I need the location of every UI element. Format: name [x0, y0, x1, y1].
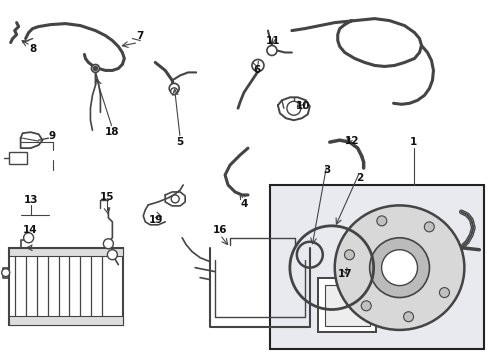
- Text: 5: 5: [176, 137, 184, 147]
- Text: 6: 6: [253, 66, 261, 76]
- Text: 3: 3: [323, 165, 330, 175]
- Circle shape: [267, 45, 277, 55]
- Text: 9: 9: [49, 131, 56, 141]
- Circle shape: [252, 59, 264, 71]
- Text: 15: 15: [100, 192, 115, 202]
- Text: 7: 7: [137, 31, 144, 41]
- Bar: [318, 278, 376, 332]
- Text: 13: 13: [24, 195, 38, 205]
- Circle shape: [171, 195, 179, 203]
- Circle shape: [382, 250, 417, 285]
- Circle shape: [1, 269, 10, 276]
- Text: 14: 14: [24, 225, 38, 235]
- Circle shape: [24, 233, 34, 243]
- Bar: [325, 285, 369, 327]
- Text: 16: 16: [213, 225, 227, 235]
- Circle shape: [93, 66, 98, 71]
- Text: 2: 2: [356, 173, 363, 183]
- Text: 1: 1: [410, 137, 417, 147]
- Bar: [9, 248, 123, 256]
- Bar: [270, 185, 484, 349]
- Text: 17: 17: [338, 269, 352, 279]
- Circle shape: [169, 84, 179, 93]
- Bar: [9, 248, 123, 325]
- Text: 4: 4: [240, 199, 247, 209]
- Circle shape: [92, 64, 99, 72]
- Text: 8: 8: [29, 44, 36, 54]
- Text: 18: 18: [105, 127, 120, 137]
- Text: 11: 11: [266, 36, 280, 46]
- Text: 12: 12: [344, 136, 359, 146]
- Circle shape: [103, 239, 113, 249]
- Bar: [9, 316, 123, 325]
- Circle shape: [287, 101, 301, 115]
- Circle shape: [369, 238, 429, 298]
- Bar: [9, 152, 26, 164]
- Ellipse shape: [335, 206, 465, 330]
- Circle shape: [440, 288, 449, 298]
- Circle shape: [404, 312, 414, 322]
- Circle shape: [361, 301, 371, 311]
- Circle shape: [107, 250, 118, 260]
- Text: 19: 19: [149, 215, 164, 225]
- Text: 10: 10: [295, 101, 310, 111]
- Circle shape: [171, 88, 178, 95]
- Circle shape: [377, 216, 387, 226]
- Circle shape: [344, 250, 354, 260]
- Circle shape: [424, 222, 434, 232]
